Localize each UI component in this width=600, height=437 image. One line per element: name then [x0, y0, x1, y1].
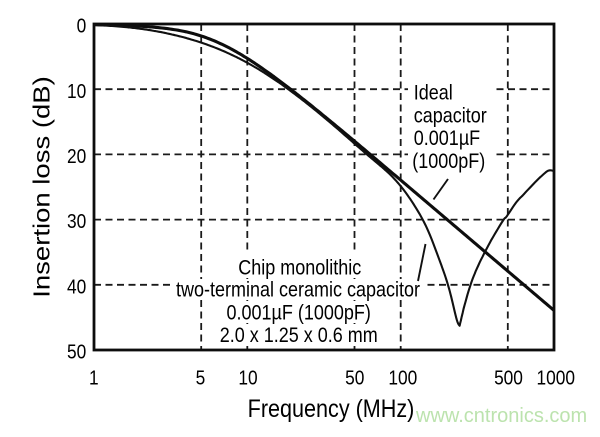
svg-text:100: 100 [388, 366, 417, 389]
svg-text:2.0 x 1.25 x 0.6 mm: 2.0 x 1.25 x 0.6 mm [220, 324, 378, 348]
svg-text:two-terminal ceramic capacitor: two-terminal ceramic capacitor [176, 278, 420, 302]
svg-text:50: 50 [345, 366, 364, 389]
svg-text:Frequency (MHz): Frequency (MHz) [248, 394, 415, 422]
svg-text:10: 10 [238, 366, 257, 389]
svg-text:www.cntronics.com: www.cntronics.com [415, 405, 587, 427]
svg-text:500: 500 [494, 366, 523, 389]
svg-text:capacitor: capacitor [414, 104, 487, 128]
svg-text:40: 40 [67, 275, 86, 298]
svg-text:Insertion loss (dB): Insertion loss (dB) [29, 76, 55, 297]
svg-text:20: 20 [67, 145, 86, 168]
svg-text:Ideal: Ideal [414, 81, 453, 105]
svg-text:Chip monolithic: Chip monolithic [238, 256, 361, 280]
svg-text:0.001µF: 0.001µF [414, 127, 480, 151]
svg-text:30: 30 [67, 210, 86, 233]
svg-text:1000: 1000 [537, 366, 575, 389]
svg-text:10: 10 [67, 80, 86, 103]
svg-text:(1000pF): (1000pF) [412, 150, 485, 174]
svg-text:0.001µF (1000pF): 0.001µF (1000pF) [227, 301, 371, 325]
svg-text:1: 1 [89, 366, 99, 389]
svg-text:5: 5 [196, 366, 206, 389]
svg-text:0: 0 [77, 14, 87, 37]
svg-text:50: 50 [67, 340, 86, 363]
